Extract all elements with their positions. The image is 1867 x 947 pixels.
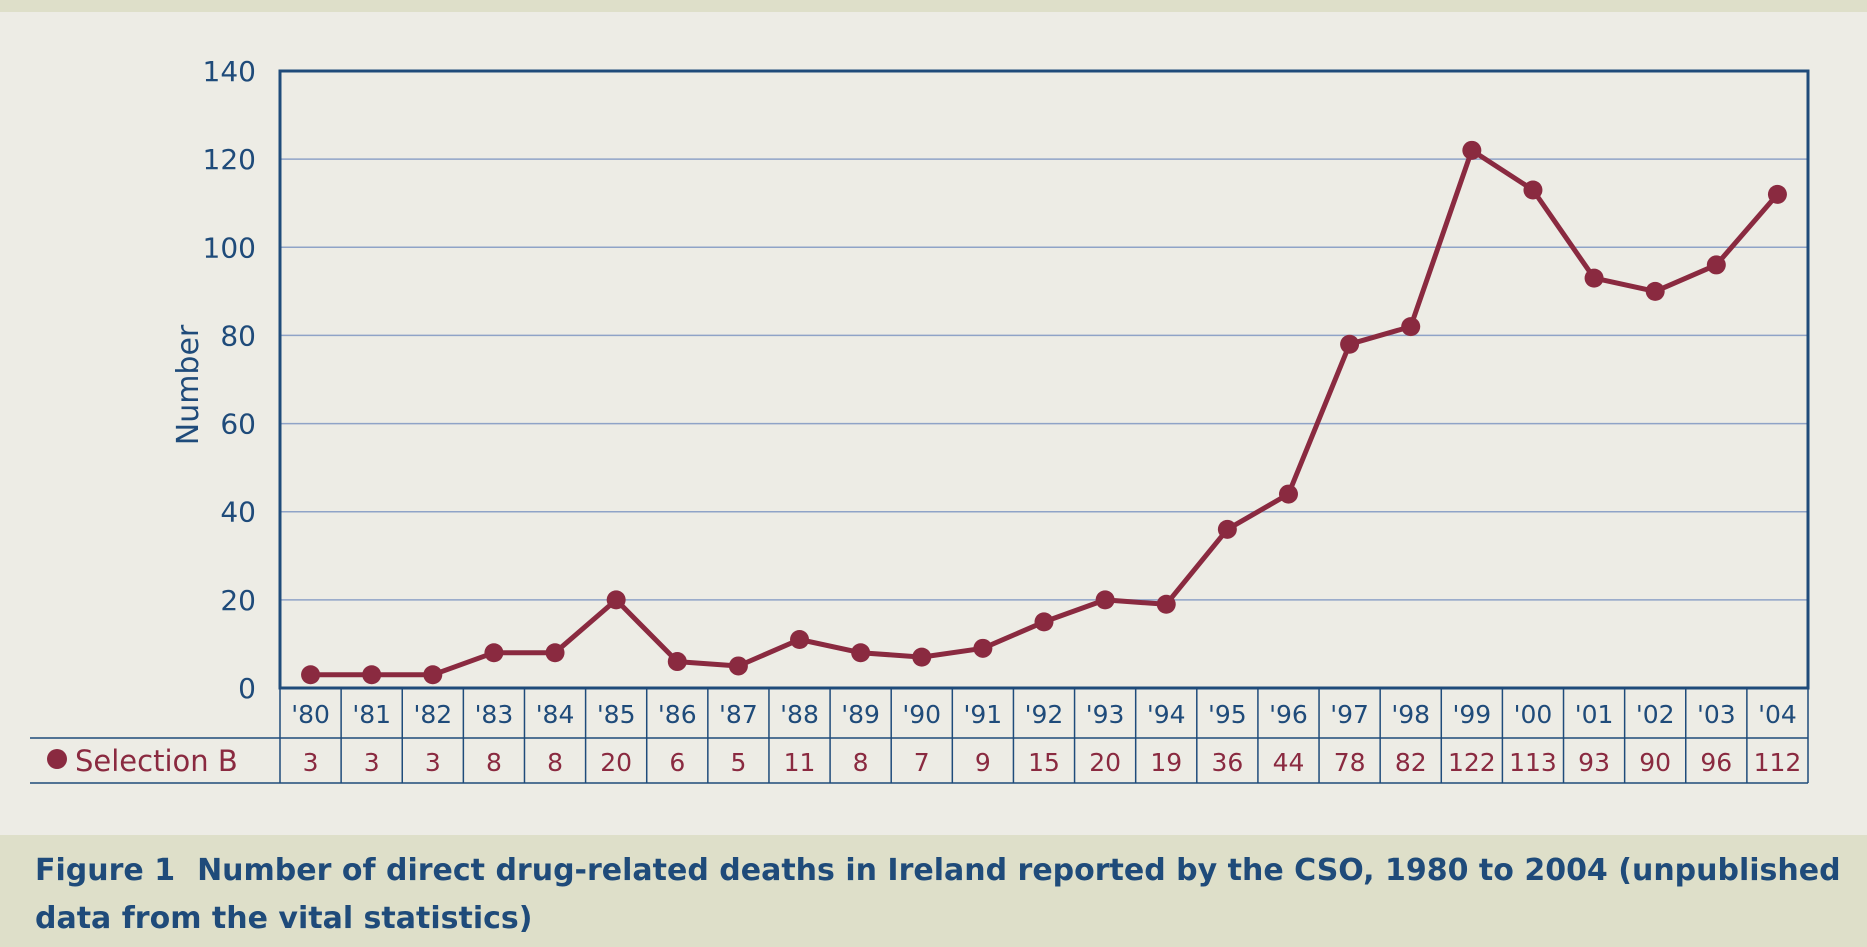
plot-frame [278, 69, 1810, 690]
y-tick-label: 120 [203, 143, 256, 176]
data-point [423, 665, 443, 685]
y-axis-label: Number [171, 324, 206, 445]
data-table: '80 '81 '82 '83 '84 '85 '86 '87 '88 '89 '90 '91 '92 '… [30, 688, 1809, 784]
data-table-value: 8 [853, 748, 869, 777]
data-table-value: 90 [1639, 748, 1671, 777]
data-point [851, 643, 871, 663]
x-tick-label: '96 [1269, 700, 1308, 729]
y-tick-label: 40 [220, 496, 256, 529]
y-tick-label: 80 [220, 319, 256, 352]
data-point [1278, 484, 1298, 504]
y-tick-label: 20 [220, 584, 256, 617]
data-table-value: 8 [486, 748, 502, 777]
data-point [912, 647, 932, 667]
data-table-value: 3 [303, 748, 319, 777]
data-table-value: 78 [1334, 748, 1366, 777]
data-point [545, 643, 565, 663]
data-point [1217, 519, 1237, 539]
x-tick-label: '86 [658, 700, 697, 729]
legend-series-label: Selection B [75, 744, 238, 778]
x-tick-label: '82 [413, 700, 452, 729]
data-table-value: 5 [730, 748, 746, 777]
data-point [362, 665, 382, 685]
data-point [606, 590, 626, 610]
data-table-value: 6 [669, 748, 685, 777]
data-table-value: 3 [425, 748, 441, 777]
x-tick-label: '91 [964, 700, 1003, 729]
x-tick-label: '93 [1086, 700, 1125, 729]
x-tick-label: '92 [1025, 700, 1064, 729]
y-tick-label: 100 [203, 231, 256, 264]
x-tick-label: '81 [352, 700, 391, 729]
data-table-value: 3 [364, 748, 380, 777]
x-tick-label: '84 [536, 700, 575, 729]
x-tick-label: '94 [1147, 700, 1186, 729]
data-point [1095, 590, 1115, 610]
x-tick-label: '87 [719, 700, 758, 729]
x-tick-label: '88 [780, 700, 819, 729]
series-line [310, 147, 1780, 678]
caption-text: Number of direct drug-related deaths in … [35, 853, 1841, 936]
x-tick-label: '90 [902, 700, 941, 729]
data-point [1706, 255, 1726, 275]
x-tick-label: '00 [1514, 700, 1553, 729]
data-table-value: 93 [1578, 748, 1610, 777]
data-table-value: 96 [1700, 748, 1732, 777]
legend-marker [47, 749, 67, 769]
y-tick-label: 140 [203, 55, 256, 88]
caption-label: Figure 1 [35, 853, 176, 888]
data-point [1340, 334, 1360, 354]
data-point [1767, 184, 1787, 204]
data-table-value: 20 [600, 748, 632, 777]
data-point [1645, 281, 1665, 301]
grid-lines [280, 158, 1808, 601]
data-point [1156, 594, 1176, 614]
data-table-value: 44 [1273, 748, 1305, 777]
data-table-value: 15 [1028, 748, 1060, 777]
data-table-value: 8 [547, 748, 563, 777]
x-tick-label: '98 [1391, 700, 1430, 729]
data-point [1401, 317, 1421, 337]
series-selection-b [301, 140, 1787, 685]
x-tick-label: '80 [291, 700, 330, 729]
x-tick-label: '95 [1208, 700, 1247, 729]
figure-caption: Figure 1 Number of direct drug-related de… [0, 835, 1867, 947]
data-point [790, 630, 810, 650]
data-point [1523, 180, 1543, 200]
y-tick-label: 60 [220, 408, 256, 441]
data-table-value: 9 [975, 748, 991, 777]
x-tick-label: '83 [475, 700, 514, 729]
data-point [484, 643, 504, 663]
x-tick-label: '89 [841, 700, 880, 729]
data-table-value: 20 [1089, 748, 1121, 777]
x-tick-label: '03 [1697, 700, 1736, 729]
data-table-value: 7 [914, 748, 930, 777]
data-table-value: 11 [784, 748, 816, 777]
x-tick-label: '04 [1758, 700, 1797, 729]
x-tick-label: '02 [1636, 700, 1675, 729]
data-point [1462, 140, 1482, 160]
x-tick-label: '99 [1452, 700, 1491, 729]
y-axis-ticks: 0 20 40 60 80 100 120 140 [203, 55, 256, 705]
data-point [973, 638, 993, 658]
x-tick-label: '97 [1330, 700, 1369, 729]
legend: Selection B [47, 744, 238, 778]
data-table-value: 82 [1395, 748, 1427, 777]
x-tick-label: '01 [1575, 700, 1614, 729]
data-point [667, 652, 687, 672]
data-point [728, 656, 748, 676]
data-table-value: 122 [1448, 748, 1496, 777]
data-point [1034, 612, 1054, 632]
data-point [1584, 268, 1604, 288]
x-tick-label: '85 [597, 700, 636, 729]
data-table-value: 36 [1211, 748, 1243, 777]
data-point [301, 665, 321, 685]
data-table-value: 113 [1509, 748, 1557, 777]
top-band [0, 0, 1867, 12]
data-table-value: 112 [1754, 748, 1802, 777]
data-table-value: 19 [1150, 748, 1182, 777]
y-tick-label: 0 [238, 672, 256, 705]
